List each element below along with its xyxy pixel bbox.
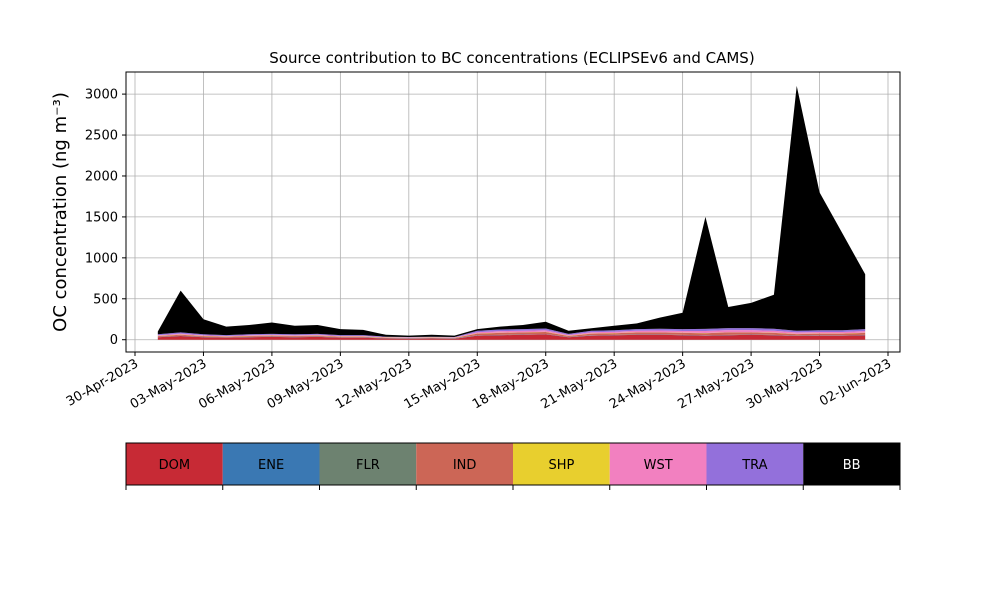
area-wst — [157, 330, 866, 338]
legend: DOM ENE FLR IND SHP WST TRA BB — [125, 442, 901, 490]
legend-label: SHP — [548, 458, 574, 473]
legend-swatch — [319, 443, 417, 485]
legend-swatch — [126, 443, 223, 485]
legend-label: TRA — [741, 458, 767, 473]
legend-label: ENE — [258, 458, 284, 473]
areas — [157, 85, 866, 340]
y-tick-label: 1500 — [85, 210, 118, 225]
area-ind — [157, 332, 866, 339]
x-tick-label: 24-May-2023 — [607, 356, 689, 412]
area-tra — [157, 328, 866, 338]
y-tick-label: 1000 — [85, 251, 118, 266]
legend-label: FLR — [356, 458, 380, 473]
x-tick-label: 02-Jun-2023 — [817, 356, 894, 409]
legend-swatch — [803, 443, 900, 485]
legend-label: DOM — [159, 458, 190, 473]
y-tick-label: 500 — [93, 292, 118, 307]
y-tick-label: 3000 — [85, 88, 118, 103]
y-tick-label: 2500 — [85, 129, 118, 144]
area-bb — [157, 85, 866, 338]
x-tick-label: 12-May-2023 — [333, 356, 415, 412]
x-tick-label: 30-May-2023 — [744, 356, 826, 412]
legend-swatch — [416, 443, 513, 485]
legend-label: IND — [453, 458, 477, 473]
legend-label: BB — [843, 458, 861, 473]
legend-swatch — [513, 443, 610, 485]
plot-frame — [125, 71, 901, 353]
legend-swatch — [706, 443, 804, 485]
area-dom — [157, 334, 866, 340]
legend-label: WST — [644, 458, 673, 473]
x-tick-label: 18-May-2023 — [470, 356, 552, 412]
x-tick-label: 03-May-2023 — [128, 356, 210, 412]
x-tick-label: 06-May-2023 — [196, 356, 278, 412]
y-tick-label: 2000 — [85, 169, 118, 184]
x-tick-label: 21-May-2023 — [539, 356, 621, 412]
area-ene — [157, 334, 866, 339]
x-tick-label: 15-May-2023 — [402, 356, 484, 412]
legend-swatch — [609, 443, 707, 485]
y-axis-label: OC concentration (ng m⁻³) — [50, 92, 71, 332]
y-tick-label: 0 — [110, 333, 118, 348]
legend-swatch — [222, 443, 320, 485]
axes: 05001000150020002500300030-Apr-202303-Ma… — [64, 71, 901, 412]
legend-frame — [125, 442, 901, 486]
x-tick-label: 09-May-2023 — [265, 356, 347, 412]
x-tick-label: 27-May-2023 — [675, 356, 757, 412]
chart-title: Source contribution to BC concentrations… — [269, 49, 754, 67]
area-shp — [157, 331, 866, 338]
